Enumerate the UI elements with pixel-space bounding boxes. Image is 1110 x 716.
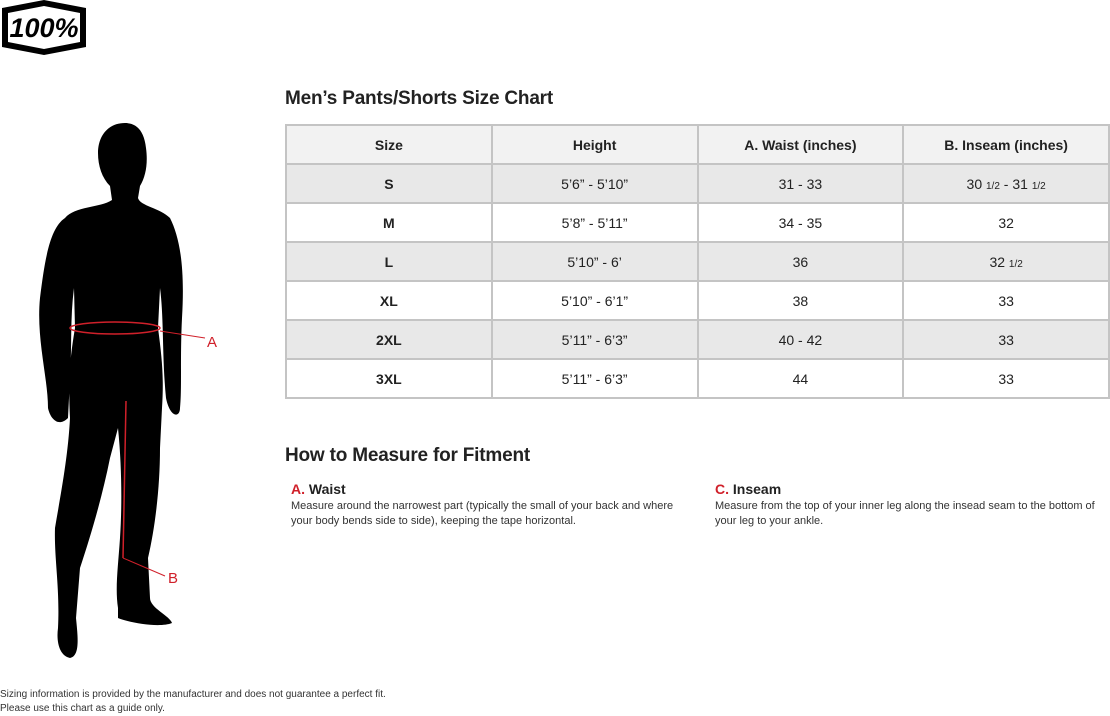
cell-inseam: 30 1/2 - 31 1/2 bbox=[902, 163, 1110, 204]
cell-size: 2XL bbox=[285, 319, 493, 360]
cell-size: 3XL bbox=[285, 358, 493, 399]
cell-waist: 38 bbox=[696, 280, 905, 321]
table-row: 3XL 5’11” - 6’3” 44 33 bbox=[285, 358, 1110, 399]
cell-inseam: 33 bbox=[902, 280, 1110, 321]
cell-height: 5’11” - 6’3” bbox=[490, 358, 699, 399]
measure-letter: C. bbox=[715, 481, 729, 497]
inseam-label-b: B bbox=[168, 570, 179, 587]
measure-name: Waist bbox=[308, 481, 346, 497]
cell-height: 5’8” - 5’11” bbox=[490, 202, 699, 243]
table-row: L 5’10” - 6’ 36 32 1/2 bbox=[285, 241, 1110, 282]
cell-waist: 40 - 42 bbox=[696, 319, 905, 360]
cell-inseam: 32 1/2 bbox=[902, 241, 1110, 282]
brand-logo: 100% bbox=[2, 0, 86, 55]
cell-size: XL bbox=[285, 280, 493, 321]
measure-text: Measure from the top of your inner leg a… bbox=[715, 500, 1095, 527]
cell-size: L bbox=[285, 241, 493, 282]
header-waist: A. Waist (inches) bbox=[696, 124, 905, 165]
disclaimer: Sizing information is provided by the ma… bbox=[0, 688, 386, 716]
table-header-row: Size Height A. Waist (inches) B. Inseam … bbox=[285, 124, 1110, 165]
measure-text: Measure around the narrowest part (typic… bbox=[291, 500, 674, 527]
cell-size: M bbox=[285, 202, 493, 243]
table-row: XL 5’10” - 6’1” 38 33 bbox=[285, 280, 1110, 321]
disclaimer-line-2: Please use this chart as a guide only. bbox=[0, 703, 165, 714]
size-chart-table: Size Height A. Waist (inches) B. Inseam … bbox=[285, 124, 1110, 399]
waist-label-a: A bbox=[207, 334, 218, 351]
measure-name: Inseam bbox=[732, 481, 782, 497]
body-silhouette-figure bbox=[39, 123, 206, 658]
cell-height: 5’6” - 5’10” bbox=[490, 163, 699, 204]
cell-height: 5’10” - 6’ bbox=[490, 241, 699, 282]
cell-inseam: 32 bbox=[902, 202, 1110, 243]
measure-inseam: C. Inseam Measure from the top of your i… bbox=[715, 482, 1110, 529]
disclaimer-line-1: Sizing information is provided by the ma… bbox=[0, 689, 386, 700]
size-chart-title: Men’s Pants/Shorts Size Chart bbox=[285, 88, 554, 109]
cell-inseam: 33 bbox=[902, 319, 1110, 360]
header-inseam: B. Inseam (inches) bbox=[902, 124, 1110, 165]
cell-inseam: 33 bbox=[902, 358, 1110, 399]
cell-size: S bbox=[285, 163, 493, 204]
measure-waist: A. Waist Measure around the narrowest pa… bbox=[291, 482, 691, 529]
cell-height: 5’11” - 6’3” bbox=[490, 319, 699, 360]
cell-height: 5’10” - 6’1” bbox=[490, 280, 699, 321]
measure-title: How to Measure for Fitment bbox=[285, 445, 530, 466]
cell-waist: 36 bbox=[696, 241, 905, 282]
table-row: M 5’8” - 5’11” 34 - 35 32 bbox=[285, 202, 1110, 243]
header-size: Size bbox=[285, 124, 493, 165]
svg-text:100%: 100% bbox=[9, 13, 78, 43]
cell-waist: 44 bbox=[696, 358, 905, 399]
table-row: S 5’6” - 5’10” 31 - 33 30 1/2 - 31 1/2 bbox=[285, 163, 1110, 204]
header-height: Height bbox=[490, 124, 699, 165]
table-row: 2XL 5’11” - 6’3” 40 - 42 33 bbox=[285, 319, 1110, 360]
measure-letter: A. bbox=[291, 481, 305, 497]
cell-waist: 31 - 33 bbox=[696, 163, 905, 204]
cell-waist: 34 - 35 bbox=[696, 202, 905, 243]
